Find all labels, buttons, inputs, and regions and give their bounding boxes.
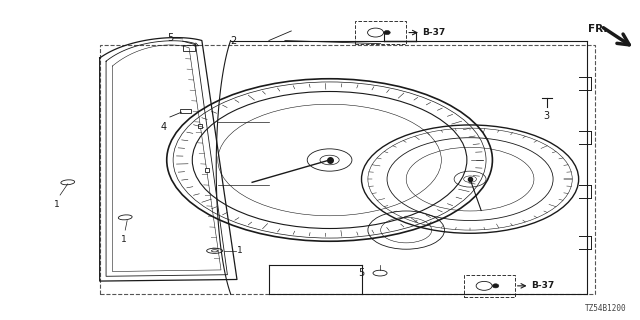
Ellipse shape <box>384 30 390 35</box>
Text: 5: 5 <box>167 33 173 43</box>
Text: FR.: FR. <box>588 24 607 34</box>
Bar <box>464 275 515 297</box>
Text: 3: 3 <box>543 111 550 121</box>
Text: 1: 1 <box>54 200 60 209</box>
Text: B-37: B-37 <box>422 28 445 37</box>
Text: 2: 2 <box>230 36 237 45</box>
Bar <box>355 21 406 44</box>
Text: B-37: B-37 <box>531 281 554 290</box>
Text: 1: 1 <box>121 235 127 244</box>
Ellipse shape <box>492 284 499 288</box>
Text: TZ54B1200: TZ54B1200 <box>585 304 627 313</box>
Text: 4: 4 <box>161 123 166 132</box>
Text: 5: 5 <box>358 268 364 278</box>
FancyArrowPatch shape <box>195 43 198 46</box>
Text: 1: 1 <box>237 246 243 255</box>
Bar <box>100 45 595 294</box>
